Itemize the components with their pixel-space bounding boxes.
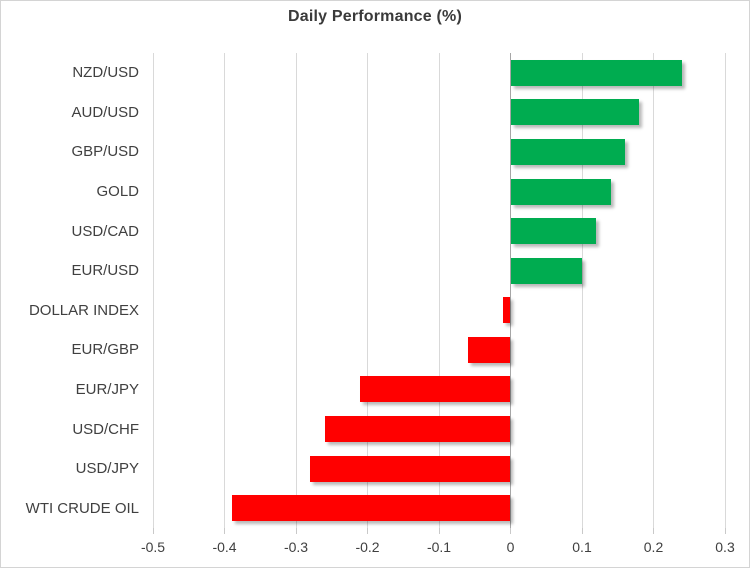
bar-row xyxy=(153,53,725,93)
gridline xyxy=(224,53,225,528)
bar-eur-gbp xyxy=(467,336,511,363)
x-tick-label: 0.1 xyxy=(572,539,592,555)
bar-row xyxy=(153,291,725,331)
x-tick-label: -0.3 xyxy=(283,539,309,555)
bar-aud-usd xyxy=(510,99,640,126)
bar-row xyxy=(153,449,725,489)
axis-tick xyxy=(510,528,511,534)
bar-row xyxy=(153,172,725,212)
axis-tick xyxy=(152,528,154,534)
bar-usd-jpy xyxy=(310,455,511,482)
axis-tick xyxy=(724,528,726,534)
x-tick-label: -0.2 xyxy=(355,539,380,555)
axis-tick xyxy=(367,528,368,534)
category-label: EUR/JPY xyxy=(75,380,139,398)
axis-tick xyxy=(581,528,583,534)
bar-nzd-usd xyxy=(510,59,683,86)
gridline xyxy=(724,53,726,528)
bar-row xyxy=(153,330,725,370)
category-label: DOLLAR INDEX xyxy=(28,301,139,319)
category-axis: NZD/USD AUD/USD GBP/USD GOLD USD/CAD EUR/USD D… xyxy=(1,53,139,528)
x-tick-label: 0.3 xyxy=(715,539,735,555)
x-tick-label: -0.4 xyxy=(212,539,237,555)
gridline xyxy=(581,53,583,528)
category-label: AUD/USD xyxy=(71,103,139,121)
bar-eur-jpy xyxy=(360,376,511,403)
bar-row xyxy=(153,370,725,410)
bar-gold xyxy=(510,178,611,205)
bar-wti-crude-oil xyxy=(231,495,511,522)
bar-row xyxy=(153,211,725,251)
bar-row xyxy=(153,251,725,291)
category-label: EUR/GBP xyxy=(71,341,139,359)
x-tick-label: -0.5 xyxy=(140,539,166,555)
category-label: USD/CAD xyxy=(71,222,139,240)
category-label: NZD/USD xyxy=(72,64,139,82)
x-tick-label: 0 xyxy=(506,539,515,555)
x-tick-label: -0.1 xyxy=(426,539,452,555)
bar-eur-usd xyxy=(510,257,582,284)
bar-usd-chf xyxy=(324,416,511,443)
axis-tick xyxy=(224,528,225,534)
axis-tick-band xyxy=(152,528,726,534)
bar-dollar-index xyxy=(503,297,511,324)
category-label: USD/JPY xyxy=(75,460,139,478)
gridline xyxy=(152,53,154,528)
axis-tick xyxy=(295,528,297,534)
gridline xyxy=(367,53,368,528)
bar-row xyxy=(153,132,725,172)
category-label: USD/CHF xyxy=(72,420,139,438)
bar-usd-cad xyxy=(510,218,597,245)
bar-gbp-usd xyxy=(510,138,625,165)
bar-row xyxy=(153,488,725,528)
axis-tick xyxy=(653,528,654,534)
category-label: GOLD xyxy=(96,183,139,201)
category-label: GBP/USD xyxy=(71,143,139,161)
chart-title: Daily Performance (%) xyxy=(287,8,463,25)
x-tick-label: 0.2 xyxy=(643,539,664,555)
bar-row xyxy=(153,93,725,133)
gridline xyxy=(438,53,440,528)
axis-tick xyxy=(438,528,440,534)
gridline xyxy=(295,53,297,528)
zero-axis-line xyxy=(510,53,511,528)
bar-row xyxy=(153,409,725,449)
category-label: WTI CRUDE OIL xyxy=(25,499,139,517)
category-label: EUR/USD xyxy=(71,262,139,280)
x-axis: -0.5 -0.4 -0.3 -0.2 -0.1 0 0.1 0.2 0.3 xyxy=(141,539,735,559)
gridline xyxy=(653,53,654,528)
plot-area xyxy=(152,53,726,528)
